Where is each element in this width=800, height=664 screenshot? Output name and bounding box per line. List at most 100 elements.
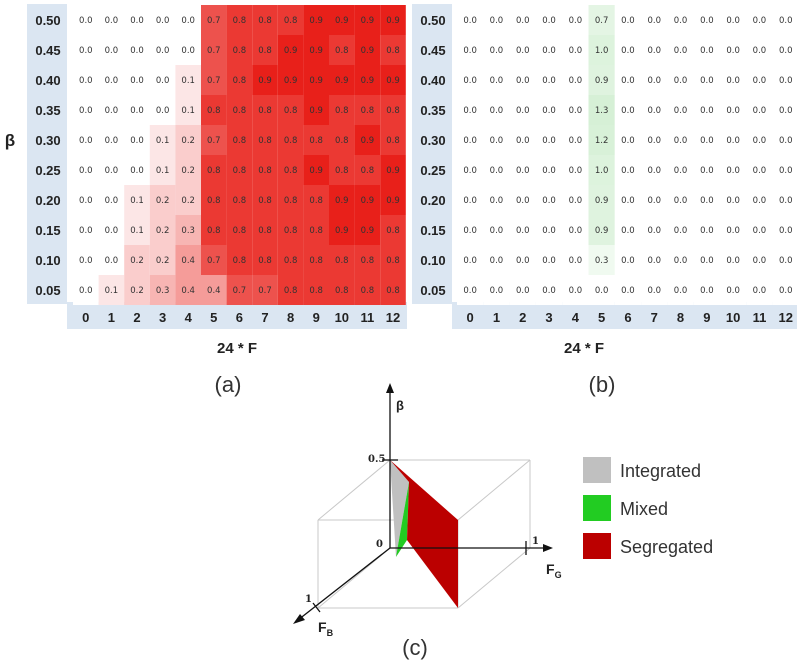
heatmap-cell <box>149 275 176 305</box>
heatmap-cell <box>277 245 304 275</box>
heatmap-cell <box>693 125 720 155</box>
heatmap-cell <box>252 125 278 155</box>
heatmap-cell <box>614 275 642 305</box>
heatmap-cell <box>98 125 125 155</box>
heatmap-cell-label: 0.0 <box>156 76 170 86</box>
heatmap-cell <box>535 65 563 95</box>
heatmap-cell <box>693 155 720 185</box>
y-tick-label: 0.30 <box>420 133 445 148</box>
heatmap-cell <box>98 65 125 95</box>
heatmap-cell-label: 0.0 <box>516 136 530 146</box>
heatmap-cell <box>746 125 773 155</box>
heatmap-cell <box>535 215 563 245</box>
heatmap-cell-label: 0.3 <box>156 286 170 296</box>
heatmap-cell-label: 0.7 <box>207 16 221 26</box>
heatmap-cell-label: 0.1 <box>130 196 144 206</box>
heatmap-cell-label: 0.0 <box>79 106 93 116</box>
heatmap-cell-label: 0.0 <box>674 136 688 146</box>
panel-label-a: (a) <box>215 372 242 397</box>
heatmap-cell <box>535 275 563 305</box>
x-tick-label: 3 <box>545 310 552 325</box>
heatmap-cell-label: 0.9 <box>595 226 609 236</box>
heatmap-cell-label: 0.0 <box>726 166 740 176</box>
heatmap-cell-label: 0.0 <box>156 46 170 56</box>
heatmap-cell-label: 0.0 <box>542 46 556 56</box>
heatmap-cell <box>380 275 406 305</box>
heatmap-cell-label: 0.0 <box>105 166 119 176</box>
heatmap-cell-label: 0.0 <box>621 16 635 26</box>
heatmap-cell <box>483 245 510 275</box>
heatmap-cell-label: 0.9 <box>284 46 298 56</box>
x-tick-label: 2 <box>519 310 526 325</box>
heatmap-cell <box>483 125 510 155</box>
heatmap-cell-label: 1.3 <box>595 106 609 116</box>
heatmap-cell-label: 0.0 <box>542 226 556 236</box>
heatmap-cell <box>667 245 694 275</box>
heatmap-cell <box>175 5 201 35</box>
heatmap-cell <box>252 35 278 65</box>
heatmap-cell <box>693 95 720 125</box>
heatmap-cell-label: 0.0 <box>490 166 504 176</box>
heatmap-cell <box>354 245 381 275</box>
heatmap-cell <box>483 155 510 185</box>
heatmap-cell-label: 0.0 <box>779 16 793 26</box>
heatmap-cell <box>329 125 355 155</box>
heatmap-cell <box>303 245 329 275</box>
heatmap-cell <box>329 185 355 215</box>
heatmap-cell <box>380 125 406 155</box>
heatmap-cell <box>329 245 355 275</box>
heatmap-cell <box>149 245 176 275</box>
heatmap-cell-label: 0.0 <box>463 166 477 176</box>
heatmap-cell <box>73 215 99 245</box>
y-axis-label-a: β <box>5 131 15 150</box>
x-tick-label: 10 <box>335 310 349 325</box>
heatmap-cell <box>720 215 747 245</box>
heatmap-cell-label: 0.8 <box>233 166 247 176</box>
heatmap-cell-label: 0.0 <box>490 46 504 56</box>
y-tick-label: 0.10 <box>420 253 445 268</box>
heatmap-cell-label: 0.2 <box>130 256 144 266</box>
heatmap-cell-label: 0.0 <box>105 226 119 236</box>
heatmap-cell <box>562 215 589 245</box>
heatmap-cell <box>509 245 536 275</box>
region-segregated <box>390 460 458 608</box>
beta-max-label: 0.5 <box>368 454 385 465</box>
heatmap-cell <box>772 215 799 245</box>
heatmap-cell <box>693 65 720 95</box>
x-tick-label: 7 <box>651 310 658 325</box>
heatmap-cell <box>457 155 484 185</box>
heatmap-cell-label: 0.2 <box>156 196 170 206</box>
heatmap-cell <box>124 155 150 185</box>
heatmap-cell <box>149 185 176 215</box>
heatmap-cell <box>277 155 304 185</box>
heatmap-cell-label: 0.0 <box>516 166 530 176</box>
region-integrated <box>390 460 409 557</box>
heatmap-cell <box>483 275 510 305</box>
heatmap-cell-label: 0.8 <box>309 226 323 236</box>
heatmap-cell-label: 0.8 <box>361 256 375 266</box>
heatmap-cell <box>720 95 747 125</box>
heatmap-cell <box>252 275 278 305</box>
legend-swatch-mixed <box>583 495 611 521</box>
heatmap-cell-label: 0.2 <box>156 256 170 266</box>
heatmap-cell-label: 0.7 <box>595 16 609 26</box>
beta-arrowhead <box>386 383 394 393</box>
heatmap-cell-label: 0.0 <box>726 76 740 86</box>
heatmap-cell <box>641 95 668 125</box>
heatmap-cell <box>535 35 563 65</box>
heatmap-cell-label: 0.2 <box>130 286 144 296</box>
heatmap-cell <box>380 245 406 275</box>
heatmap-cell <box>720 275 747 305</box>
heatmap-cell-label: 0.8 <box>207 196 221 206</box>
heatmap-cell <box>201 185 227 215</box>
heatmap-cell <box>98 35 125 65</box>
heatmap-cell <box>693 5 720 35</box>
heatmap-cell-label: 0.0 <box>542 106 556 116</box>
x-tick-label: 4 <box>572 310 580 325</box>
heatmap-cell-label: 0.0 <box>569 226 583 236</box>
heatmap-cell <box>509 215 536 245</box>
heatmap-cell-label: 0.0 <box>542 16 556 26</box>
heatmap-cell-label: 0.0 <box>105 46 119 56</box>
heatmap-cell-label: 0.9 <box>335 16 349 26</box>
heatmap-cell-label: 0.0 <box>647 16 661 26</box>
